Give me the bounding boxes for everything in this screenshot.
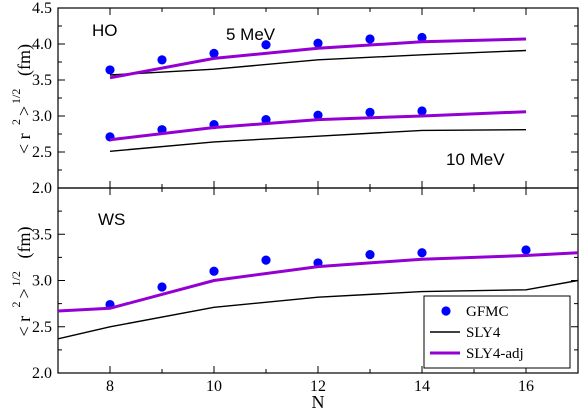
data-point-gfmc xyxy=(209,266,219,276)
y-tick-label: 2.0 xyxy=(32,180,52,197)
data-point-gfmc xyxy=(365,250,375,260)
y-tick-label: 3.0 xyxy=(32,108,52,125)
y-tick-label: 3.5 xyxy=(32,72,52,89)
data-point-gfmc xyxy=(209,48,219,58)
data-point-gfmc xyxy=(105,65,115,75)
data-point-gfmc xyxy=(365,107,375,117)
y-axis-label-sup: 2 xyxy=(9,302,23,308)
data-point-gfmc xyxy=(417,106,427,116)
y-tick-label: 3.0 xyxy=(32,273,52,290)
x-tick-label: 14 xyxy=(414,378,430,395)
annotation-ws: WS xyxy=(98,210,125,229)
y-axis-label-main: < r xyxy=(14,133,34,154)
annotation-10-mev: 10 MeV xyxy=(446,150,505,169)
data-point-gfmc xyxy=(417,248,427,258)
y-tick-label: 4.0 xyxy=(32,36,52,53)
series-line-sly4 xyxy=(58,279,578,340)
y-axis-label: < r 2 >1/2 (fm) xyxy=(9,227,35,337)
data-point-gfmc xyxy=(313,38,323,48)
y-axis-label-close: > xyxy=(14,288,34,298)
text-layer: 2.0 2.5 3.0 3.5 4.0 4.5 HO 5 MeV 10 MeV < r 2 >1/2 (… xyxy=(9,0,571,411)
legend-label-gfmc: GFMC xyxy=(466,304,509,320)
data-point-gfmc xyxy=(157,55,167,65)
y-tick-label: 2.5 xyxy=(32,319,52,336)
legend-swatch-gfmc xyxy=(441,306,451,316)
legend: GFMC SLY4 SLY4-adj xyxy=(423,295,571,369)
series-line-sly4-adj xyxy=(58,251,578,313)
annotation-ho: HO xyxy=(92,21,118,40)
series-line-sly4-adj xyxy=(109,37,527,80)
data-point-gfmc xyxy=(261,40,271,50)
y-axis-label-unit: (fm) xyxy=(14,44,35,76)
x-tick-label: 10 xyxy=(206,378,222,395)
data-point-gfmc xyxy=(521,245,531,255)
y-axis-label-close: > xyxy=(14,106,34,116)
x-tick-label: 16 xyxy=(518,378,534,395)
y-axis-label-sup: 2 xyxy=(9,119,23,125)
x-tick-label: 12 xyxy=(310,378,326,395)
series-line-sly4-adj xyxy=(109,110,527,142)
y-axis-label-main: < r xyxy=(14,316,34,337)
legend-label-sly4: SLY4 xyxy=(466,325,501,341)
y-axis-label: < r 2 >1/2 (fm) xyxy=(9,44,35,154)
series-line-sly4 xyxy=(109,49,527,76)
data-point-gfmc xyxy=(417,32,427,43)
series-line-sly4 xyxy=(109,129,527,152)
x-tick-label: 8 xyxy=(106,378,114,395)
y-tick-label: 2.5 xyxy=(32,144,52,161)
y-tick-label: 4.5 xyxy=(32,0,52,17)
annotation-5-mev: 5 MeV xyxy=(226,25,276,44)
y-tick-label: 2.0 xyxy=(32,365,52,382)
x-axis-label: N xyxy=(312,392,325,411)
legend-label-sly4-adj: SLY4-adj xyxy=(466,346,524,362)
data-layer xyxy=(58,32,578,340)
data-point-gfmc xyxy=(313,110,323,120)
data-point-gfmc xyxy=(157,282,167,292)
y-axis-label-exp: 1/2 xyxy=(9,89,23,104)
y-axis-label-unit: (fm) xyxy=(14,227,35,259)
data-point-gfmc xyxy=(261,255,271,265)
data-point-gfmc xyxy=(365,34,375,44)
y-tick-label: 3.5 xyxy=(32,226,52,243)
y-axis-label-exp: 1/2 xyxy=(9,271,23,286)
